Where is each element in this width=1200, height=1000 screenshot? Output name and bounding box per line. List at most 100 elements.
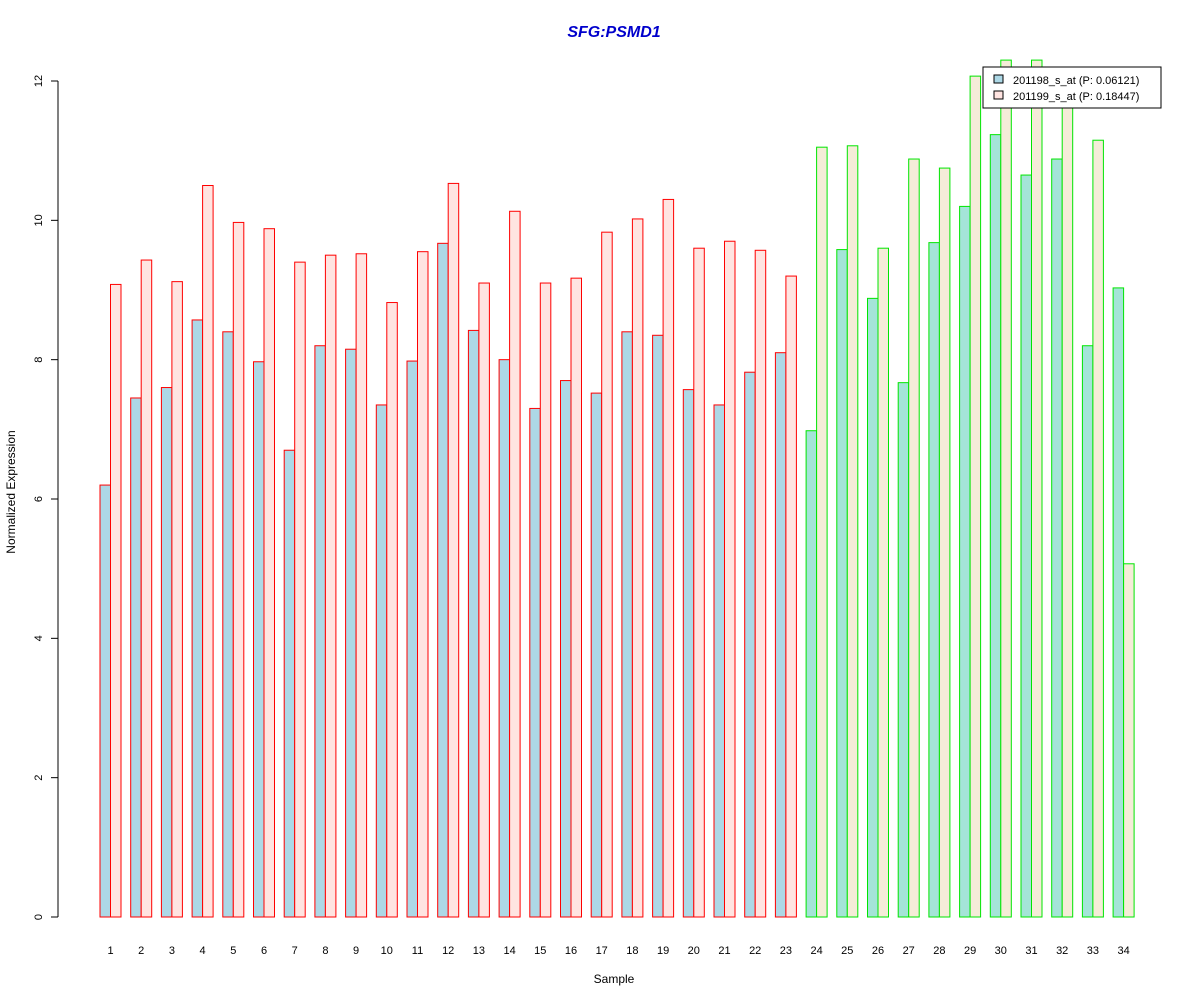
bar-series-2 — [355, 253, 368, 918]
bar-series-2 — [171, 281, 183, 918]
x-tick-label: 34 — [1117, 945, 1129, 957]
legend-swatch-series-2 — [993, 90, 1004, 100]
bar-series-1 — [744, 371, 756, 918]
bar-series-2 — [263, 228, 275, 918]
x-tick-label: 24 — [810, 945, 822, 957]
bar-series-1 — [314, 345, 326, 918]
x-tick-label: 10 — [381, 945, 393, 957]
bar-series-2 — [1061, 101, 1074, 918]
x-tick-label: 32 — [1056, 945, 1068, 957]
x-tick-label: 28 — [933, 945, 945, 957]
legend-box — [982, 66, 1162, 109]
bar-series-2 — [140, 259, 153, 918]
bar-series-2 — [539, 282, 552, 918]
x-tick-label: 3 — [169, 945, 175, 957]
bar-series-1 — [283, 449, 296, 918]
bars-group — [99, 59, 1135, 918]
bar-series-1 — [836, 249, 848, 918]
bar-series-2 — [1000, 59, 1012, 918]
bar-series-2 — [631, 218, 644, 918]
bar-series-2 — [754, 249, 767, 918]
x-tick-label: 5 — [230, 945, 236, 957]
x-tick-label: 9 — [353, 945, 359, 957]
x-tick-label: 30 — [995, 945, 1007, 957]
x-tick-label: 16 — [565, 945, 577, 957]
bar-series-1 — [130, 397, 142, 918]
x-tick-label: 13 — [473, 945, 485, 957]
bar-series-2 — [232, 221, 245, 918]
bar-series-1 — [529, 407, 541, 918]
legend-label-series-2: 201199_s_at (P: 0.18447) — [1013, 91, 1139, 103]
bar-series-2 — [693, 247, 705, 918]
y-tick-label: 8 — [33, 357, 45, 363]
bar-series-2 — [785, 275, 797, 918]
x-axis-labels: 1 2 3 4 5 6 7 8 9 10 11 12 13 14 15 16 17 18 19 20 21 22 23 24 2… — [107, 945, 1129, 957]
bar-series-1 — [774, 352, 787, 918]
bar-series-2 — [662, 198, 675, 918]
x-tick-label: 25 — [841, 945, 853, 957]
bar-series-2 — [447, 182, 460, 918]
x-tick-label: 27 — [903, 945, 915, 957]
x-tick-label: 19 — [657, 945, 669, 957]
bar-series-1 — [467, 329, 480, 918]
y-axis: 0 2 4 6 8 10 12 — [33, 75, 59, 920]
bar-series-1 — [160, 387, 173, 918]
bar-series-1 — [713, 404, 725, 918]
bar-series-2 — [846, 145, 859, 918]
bar-series-2 — [877, 247, 889, 918]
bar-series-1 — [897, 382, 910, 918]
bar-series-1 — [1081, 345, 1094, 918]
x-tick-label: 11 — [412, 945, 423, 957]
y-tick-label: 10 — [33, 214, 45, 226]
bar-series-2 — [324, 254, 337, 918]
bar-series-2 — [570, 277, 582, 918]
bar-series-2 — [202, 185, 214, 918]
bar-series-2 — [1092, 139, 1104, 918]
x-tick-label: 23 — [780, 945, 792, 957]
bar-series-2 — [1123, 563, 1135, 918]
bar-series-2 — [509, 210, 521, 918]
x-tick-label: 2 — [138, 945, 144, 957]
bar-series-1 — [590, 392, 603, 918]
bar-series-1 — [682, 389, 695, 918]
bar-series-1 — [222, 331, 234, 918]
x-tick-label: 33 — [1087, 945, 1099, 957]
bar-series-1 — [1112, 287, 1125, 918]
x-tick-label: 6 — [261, 945, 267, 957]
x-tick-label: 29 — [964, 945, 976, 957]
y-axis-title: Normalized Expression — [4, 430, 18, 553]
bar-series-1 — [867, 297, 879, 918]
x-tick-label: 4 — [200, 945, 206, 957]
bar-series-2 — [417, 251, 429, 918]
y-tick-label: 4 — [33, 635, 45, 641]
bar-series-1 — [406, 360, 418, 918]
bar-series-1 — [437, 242, 449, 918]
bar-series-2 — [816, 146, 828, 918]
x-tick-label: 17 — [596, 945, 608, 957]
x-tick-label: 26 — [872, 945, 884, 957]
x-tick-label: 1 — [107, 945, 113, 957]
bar-series-1 — [191, 319, 204, 918]
bar-series-2 — [969, 75, 982, 918]
legend-label-series-1: 201198_s_at (P: 0.06121) — [1013, 75, 1139, 87]
bar-series-2 — [601, 231, 613, 918]
bar-series-2 — [724, 240, 736, 918]
bar-series-2 — [908, 158, 920, 918]
bar-series-1 — [1020, 174, 1032, 918]
bar-series-2 — [938, 167, 951, 918]
x-tick-label: 12 — [442, 945, 454, 957]
bar-series-2 — [386, 302, 398, 918]
bar-series-1 — [253, 361, 265, 918]
bar-series-1 — [375, 404, 388, 918]
bar-series-2 — [110, 283, 122, 918]
bar-series-1 — [652, 334, 664, 918]
bar-series-2 — [294, 261, 306, 918]
x-tick-label: 22 — [749, 945, 761, 957]
x-tick-label: 18 — [626, 945, 638, 957]
x-tick-label: 14 — [503, 945, 515, 957]
chart-title: SFG:PSMD1 — [567, 24, 660, 41]
y-tick-label: 12 — [33, 75, 45, 87]
bar-series-1 — [621, 331, 633, 918]
bar-series-1 — [345, 348, 357, 918]
